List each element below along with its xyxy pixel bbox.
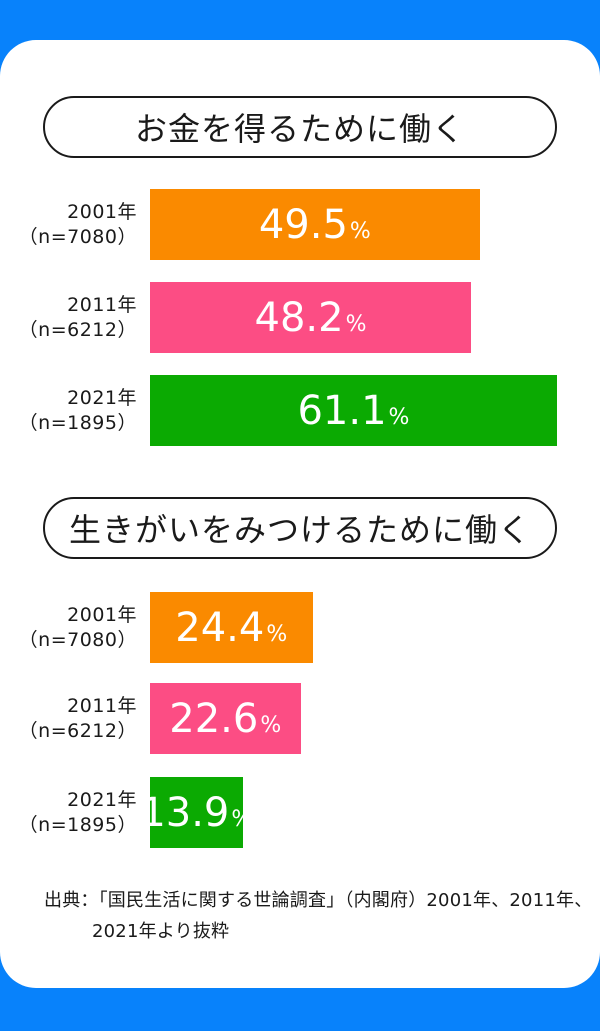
chart2-row-2001: 2001年 （n=7080） 24.4% [0, 592, 600, 663]
percent-sign: % [345, 311, 367, 337]
bar-2011: 48.2% [150, 282, 471, 353]
percent-sign: % [231, 806, 253, 832]
sample-size-label: （n=6212） [18, 719, 137, 742]
sample-size-label: （n=6212） [18, 318, 137, 341]
chart2-row-2021: 2021年 （n=1895） 13.9% [0, 777, 600, 848]
content-card: お金を得るために働く 2001年 （n=7080） 49.5% 2011年 （n… [0, 40, 600, 988]
chart1-row-2011: 2011年 （n=6212） 48.2% [0, 282, 600, 353]
percent-sign: % [266, 621, 288, 647]
year-label: 2011年 [67, 694, 137, 717]
row-label: 2001年 （n=7080） [0, 200, 137, 250]
sample-size-label: （n=7080） [18, 628, 137, 651]
percent-sign: % [388, 404, 410, 430]
year-label: 2011年 [67, 293, 137, 316]
bar-2001: 24.4% [150, 592, 313, 663]
bar-2021: 13.9% [140, 777, 252, 848]
chart2-row-2011: 2011年 （n=6212） 22.6% [0, 683, 600, 754]
sample-size-label: （n=7080） [18, 225, 137, 248]
year-label: 2021年 [67, 386, 137, 409]
chart2-title: 生きがいをみつけるために働く [68, 511, 531, 549]
sample-size-label: （n=1895） [18, 411, 137, 434]
bar-2021: 61.1% [150, 375, 557, 446]
bar-value-label: 22.6% [169, 695, 282, 742]
source-note: 出典：「国民生活に関する世論調査」（内閣府）2001年、2011年、 2021年… [44, 885, 592, 947]
sample-size-label: （n=1895） [18, 813, 137, 836]
row-label: 2011年 （n=6212） [0, 694, 137, 744]
bar-value-label: 61.1% [297, 387, 410, 434]
year-label: 2001年 [67, 603, 137, 626]
row-label: 2011年 （n=6212） [0, 293, 137, 343]
bar-value-label: 49.5% [258, 201, 371, 248]
year-label: 2001年 [67, 200, 137, 223]
chart1-title-pill: お金を得るために働く [43, 96, 557, 158]
bar-2011: 22.6% [150, 683, 301, 754]
bar-value-label: 48.2% [254, 294, 367, 341]
bar-value-label: 24.4% [175, 604, 288, 651]
chart1-row-2001: 2001年 （n=7080） 49.5% [0, 189, 600, 260]
source-line-1: 出典：「国民生活に関する世論調査」（内閣府）2001年、2011年、 [44, 890, 593, 911]
bar-value-label: 13.9% [140, 789, 253, 836]
year-label: 2021年 [67, 788, 137, 811]
row-label: 2021年 （n=1895） [0, 386, 137, 436]
chart2-title-pill: 生きがいをみつけるために働く [43, 497, 557, 559]
chart1-title: お金を得るために働く [134, 110, 465, 148]
percent-sign: % [260, 712, 282, 738]
chart1-row-2021: 2021年 （n=1895） 61.1% [0, 375, 600, 446]
row-label: 2021年 （n=1895） [0, 788, 137, 838]
source-line-2: 2021年より抜粋 [92, 921, 230, 942]
row-label: 2001年 （n=7080） [0, 603, 137, 653]
bar-2001: 49.5% [150, 189, 480, 260]
percent-sign: % [349, 218, 371, 244]
